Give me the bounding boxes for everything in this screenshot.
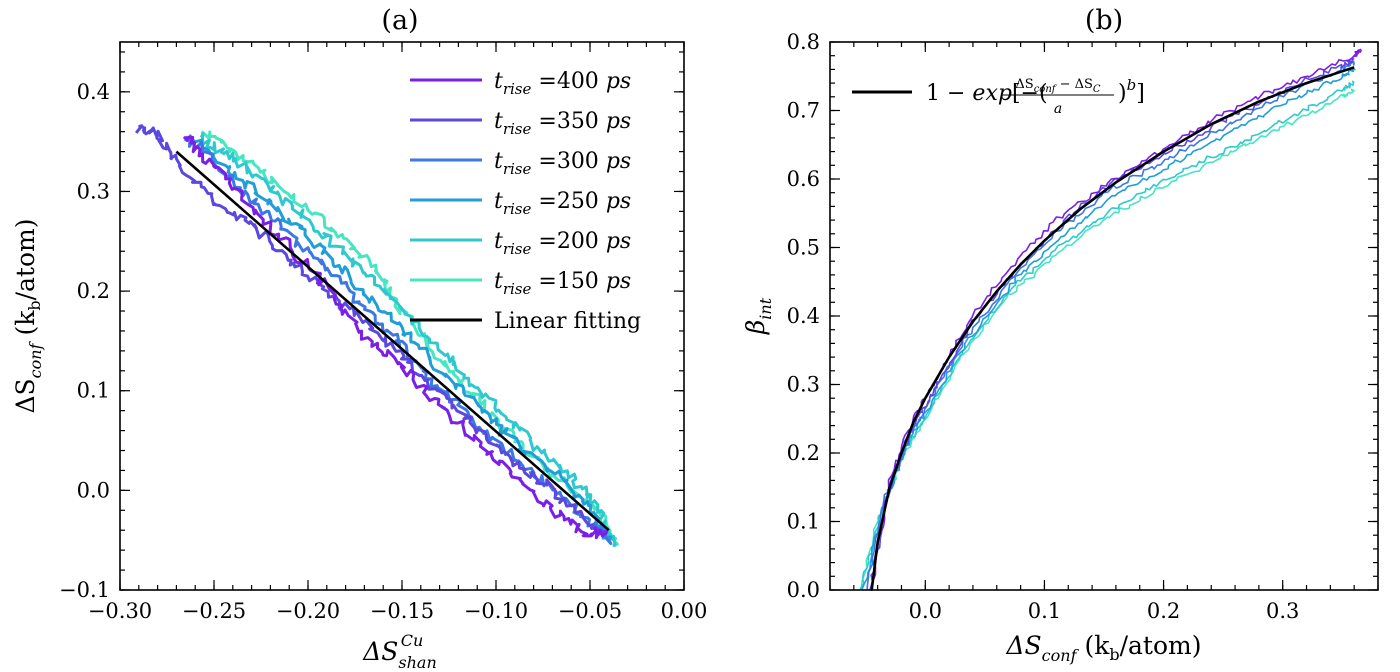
panel-a-y-tick-label: 0.2 (77, 279, 110, 303)
panel-a-series-line-4 (199, 132, 617, 547)
panel-a-x-tick-label: −0.20 (276, 599, 340, 623)
panel-a-legend-label: trise =150 ps (494, 269, 631, 298)
panel-a-y-tick-label: 0.3 (77, 179, 110, 203)
panel-a-y-axis-label: ΔSconf (kb/atom) (11, 218, 45, 413)
panel-a-chart: (a) −0.30 −0.25 −0.20 −0.15 −0.10 −0.05 0.00−0… (11, 5, 707, 672)
panel-b-chart: (b) 0.0 0.1 0.2 0.3 0.0 0.1 0.2 0.3 0.4 0.5 0.6 0.7… (741, 5, 1379, 665)
panel-a-legend-label: trise =200 ps (494, 229, 631, 258)
panel-b-series-line-4 (861, 67, 1356, 590)
panel-b-series-line-0 (870, 66, 1355, 591)
panel-b-series-line-6 (859, 88, 1355, 590)
panel-b-series-line-2 (869, 57, 1355, 591)
panel-a-series-line-1 (135, 124, 607, 536)
panel-a-series-line-6 (175, 150, 610, 532)
panel-b-y-tick-label: 0.5 (787, 236, 820, 260)
panel-a-legend-label: trise =350 ps (494, 109, 631, 138)
panel-b-y-axis-label: βint (741, 297, 775, 335)
panel-b-x-tick-label: 0.3 (1266, 599, 1299, 623)
panel-a-x-tick-label: −0.15 (370, 599, 434, 623)
svg-text:βint: βint (741, 297, 775, 335)
panel-b-y-tick-label: 0.2 (787, 441, 820, 465)
panel-b-plot-area (859, 48, 1362, 591)
panel-a-legend: trise =400 ps trise =350 ps trise =300 ps t… (410, 69, 641, 334)
panel-a-x-tick-label: −0.30 (88, 599, 152, 623)
panel-a-y-tick-label: 0.4 (77, 80, 110, 104)
panel-a-series-line-0 (183, 135, 608, 540)
panel-b-y-tick-label: 0.3 (787, 373, 820, 397)
panel-b-series-line-1 (870, 48, 1362, 591)
svg-text:1 − exp[−(: 1 − exp[−( (926, 81, 1048, 106)
panel-b-x-tick-label: 0.0 (909, 599, 942, 623)
panel-b-series-line-3 (866, 60, 1355, 591)
svg-text:a: a (1054, 101, 1062, 117)
panel-b-series-line-5 (859, 80, 1355, 590)
panel-b-x-tick-label: 0.1 (1028, 599, 1061, 623)
panel-b-y-tick-label: 0.0 (787, 578, 820, 602)
panel-a-x-axis-label: ΔSshanCu (362, 631, 437, 672)
panel-a-legend-label: trise =250 ps (494, 189, 631, 218)
panel-b-y-tick-label: 0.7 (787, 99, 820, 123)
panel-a-x-tick-label: −0.10 (464, 599, 528, 623)
panel-b-x-tick-label: 0.2 (1147, 599, 1180, 623)
panel-a-x-tick-label: −0.25 (182, 599, 246, 623)
panel-a-series-line-3 (192, 138, 613, 542)
panel-a-title: (a) (381, 5, 418, 36)
panel-b-y-tick-label: 0.6 (787, 167, 820, 191)
svg-text:)b]: )b] (1118, 76, 1145, 106)
panel-b-y-tick-label: 0.1 (787, 510, 820, 534)
panel-a-legend-label: Linear fitting (494, 309, 641, 334)
panel-a-x-tick-label: −0.05 (558, 599, 622, 623)
panel-b-x-axis-label: ΔSconf (kb/atom) (1005, 631, 1201, 665)
panel-a-ticks: −0.30 −0.25 −0.20 −0.15 −0.10 −0.05 0.00 −0.1 0.… (59, 42, 707, 623)
panel-a-plot-area (135, 124, 620, 547)
panel-a-y-tick-label: 0.0 (77, 478, 110, 502)
panel-a-legend-label: trise =400 ps (494, 69, 631, 98)
panel-a-y-tick-label: 0.1 (77, 379, 110, 403)
svg-text:ΔSconf (kb/atom): ΔSconf (kb/atom) (11, 218, 45, 413)
panel-a-x-tick-label: 0.00 (661, 599, 708, 623)
panel-a-y-tick-label: −0.1 (59, 578, 110, 602)
panel-b-ticks: 0.0 0.1 0.2 0.3 0.0 0.1 0.2 0.3 0.4 0.5 0.6 0.7 0.8 (787, 30, 1379, 623)
panel-b-axes-frame (829, 41, 1379, 591)
panel-a-legend-label: trise =300 ps (494, 149, 631, 178)
panel-b-y-tick-label: 0.8 (787, 30, 820, 54)
svg-text:ΔSshanCu: ΔSshanCu (362, 631, 437, 672)
panel-b-y-tick-label: 0.4 (787, 304, 820, 328)
panel-b-title: (b) (1085, 5, 1123, 36)
svg-text:ΔSconf (kb/atom): ΔSconf (kb/atom) (1005, 631, 1201, 665)
